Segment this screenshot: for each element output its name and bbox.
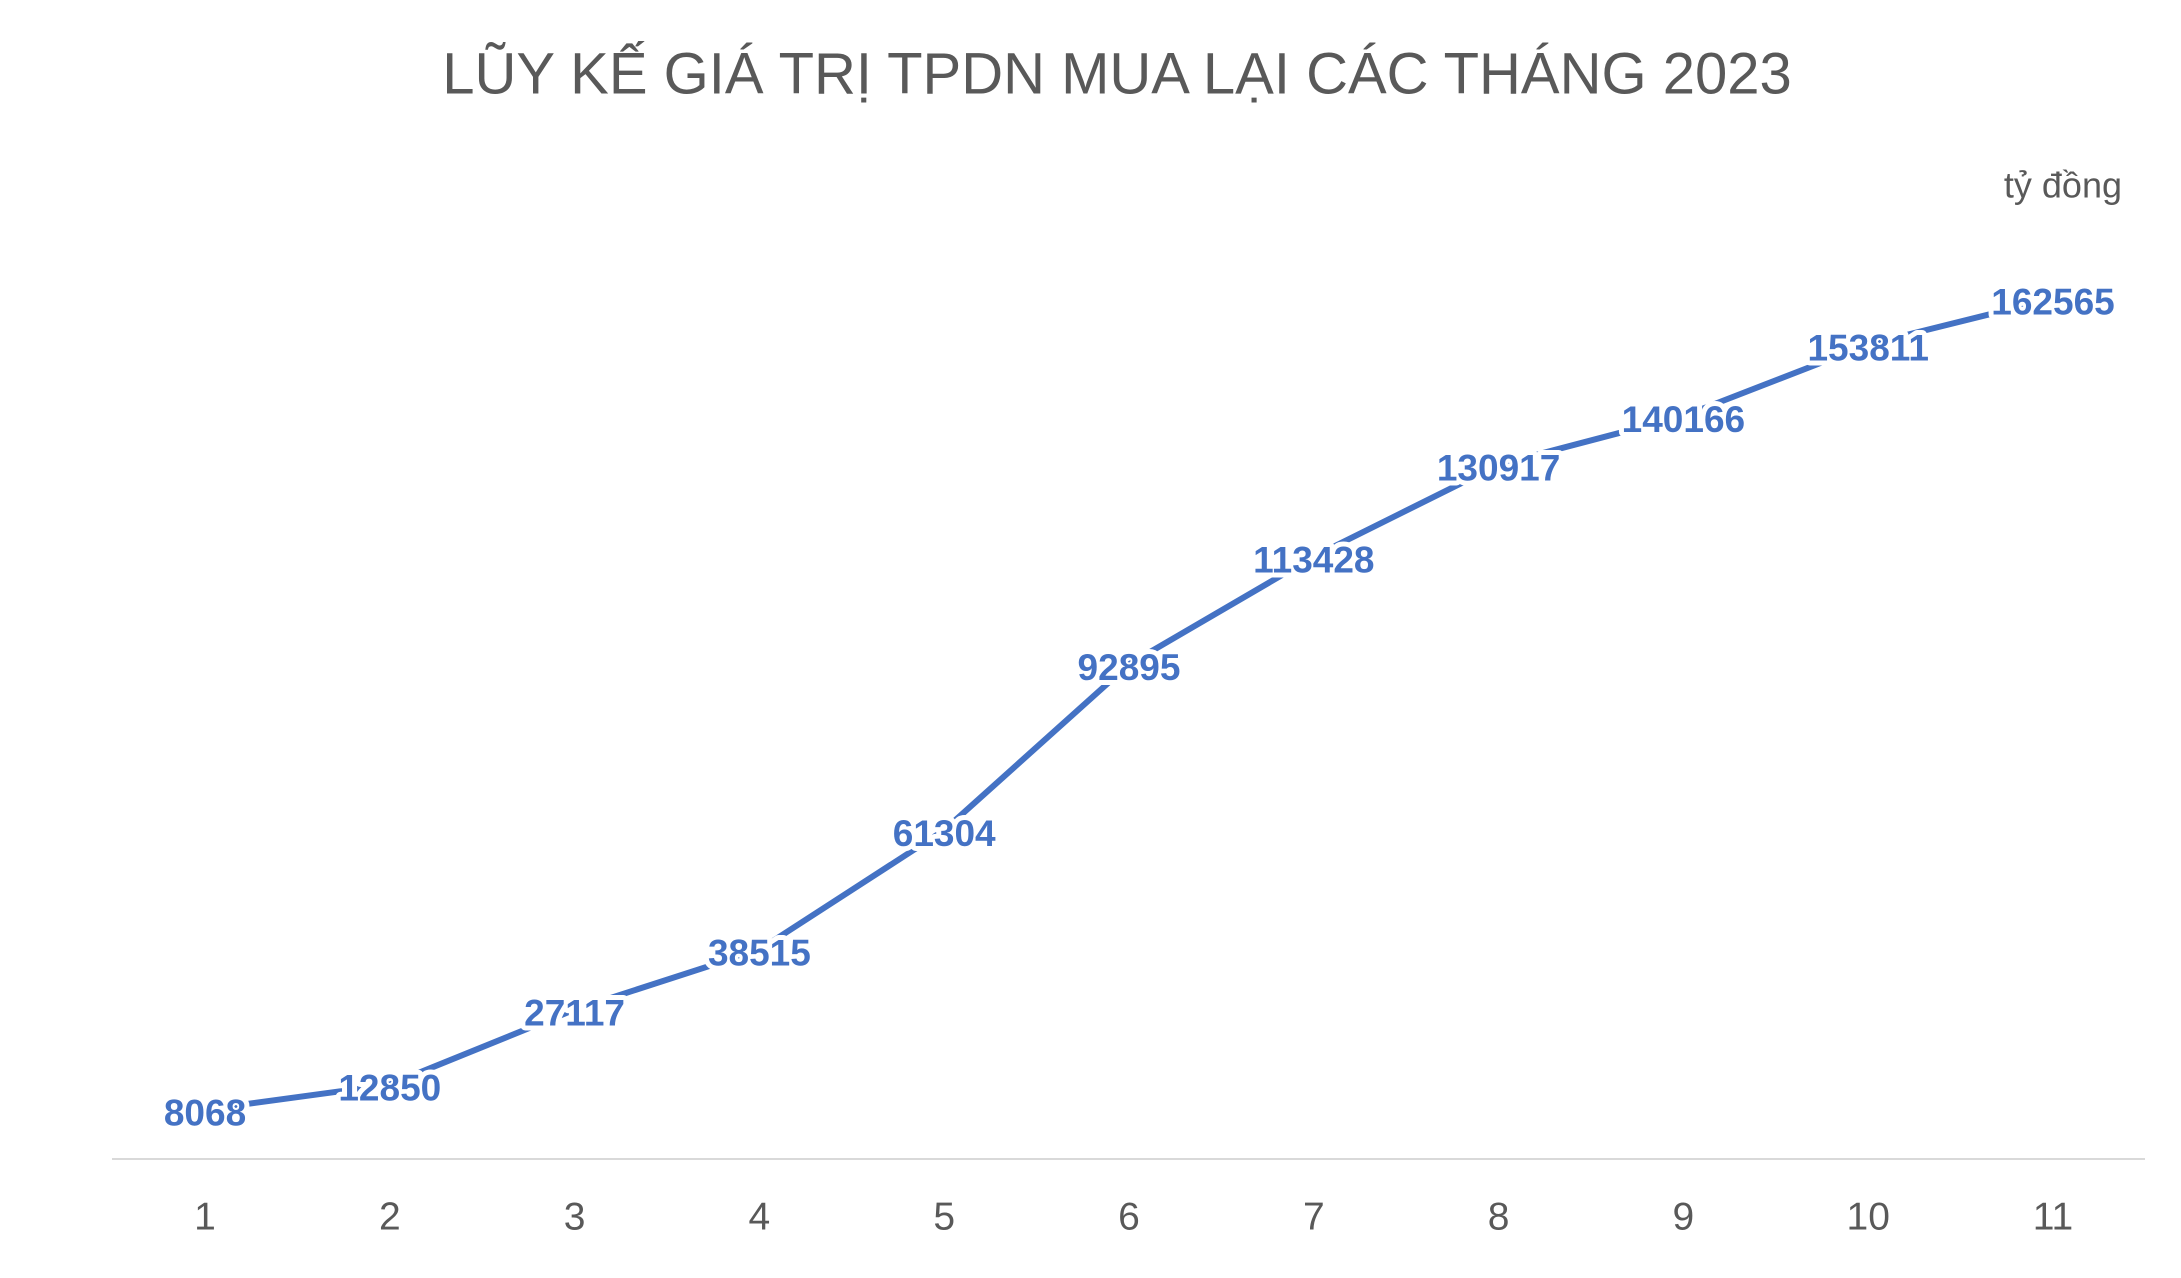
data-label: 140166 [1622, 399, 1745, 440]
x-tick-label: 10 [1847, 1195, 1890, 1238]
data-label: 162565 [1991, 281, 2114, 322]
data-label: 38515 [708, 933, 811, 974]
x-tick-label: 2 [379, 1195, 401, 1238]
data-label: 113428 [1253, 539, 1374, 580]
x-tick-label: 4 [749, 1195, 771, 1238]
x-tick-label: 3 [564, 1195, 586, 1238]
x-tick-label: 6 [1118, 1195, 1140, 1238]
x-tick-label: 5 [933, 1195, 955, 1238]
data-label: 153811 [1807, 327, 1928, 368]
chart-title: LŨY KẾ GIÁ TRỊ TPDN MUA LẠI CÁC THÁNG 20… [442, 41, 1792, 106]
x-tick-label: 8 [1488, 1195, 1510, 1238]
data-label: 12850 [338, 1067, 441, 1108]
data-label: 130917 [1437, 447, 1560, 488]
data-label: 92895 [1078, 647, 1181, 688]
data-label: 8068 [164, 1092, 246, 1133]
x-tick-label: 9 [1673, 1195, 1695, 1238]
data-line [204, 295, 2054, 1113]
x-tick-label: 11 [2033, 1195, 2074, 1238]
data-label: 27117 [524, 992, 625, 1033]
x-tick-label: 1 [194, 1195, 216, 1238]
data-label: 61304 [893, 813, 996, 854]
x-tick-label: 7 [1303, 1195, 1325, 1238]
unit-label: tỷ đồng [2004, 165, 2122, 206]
